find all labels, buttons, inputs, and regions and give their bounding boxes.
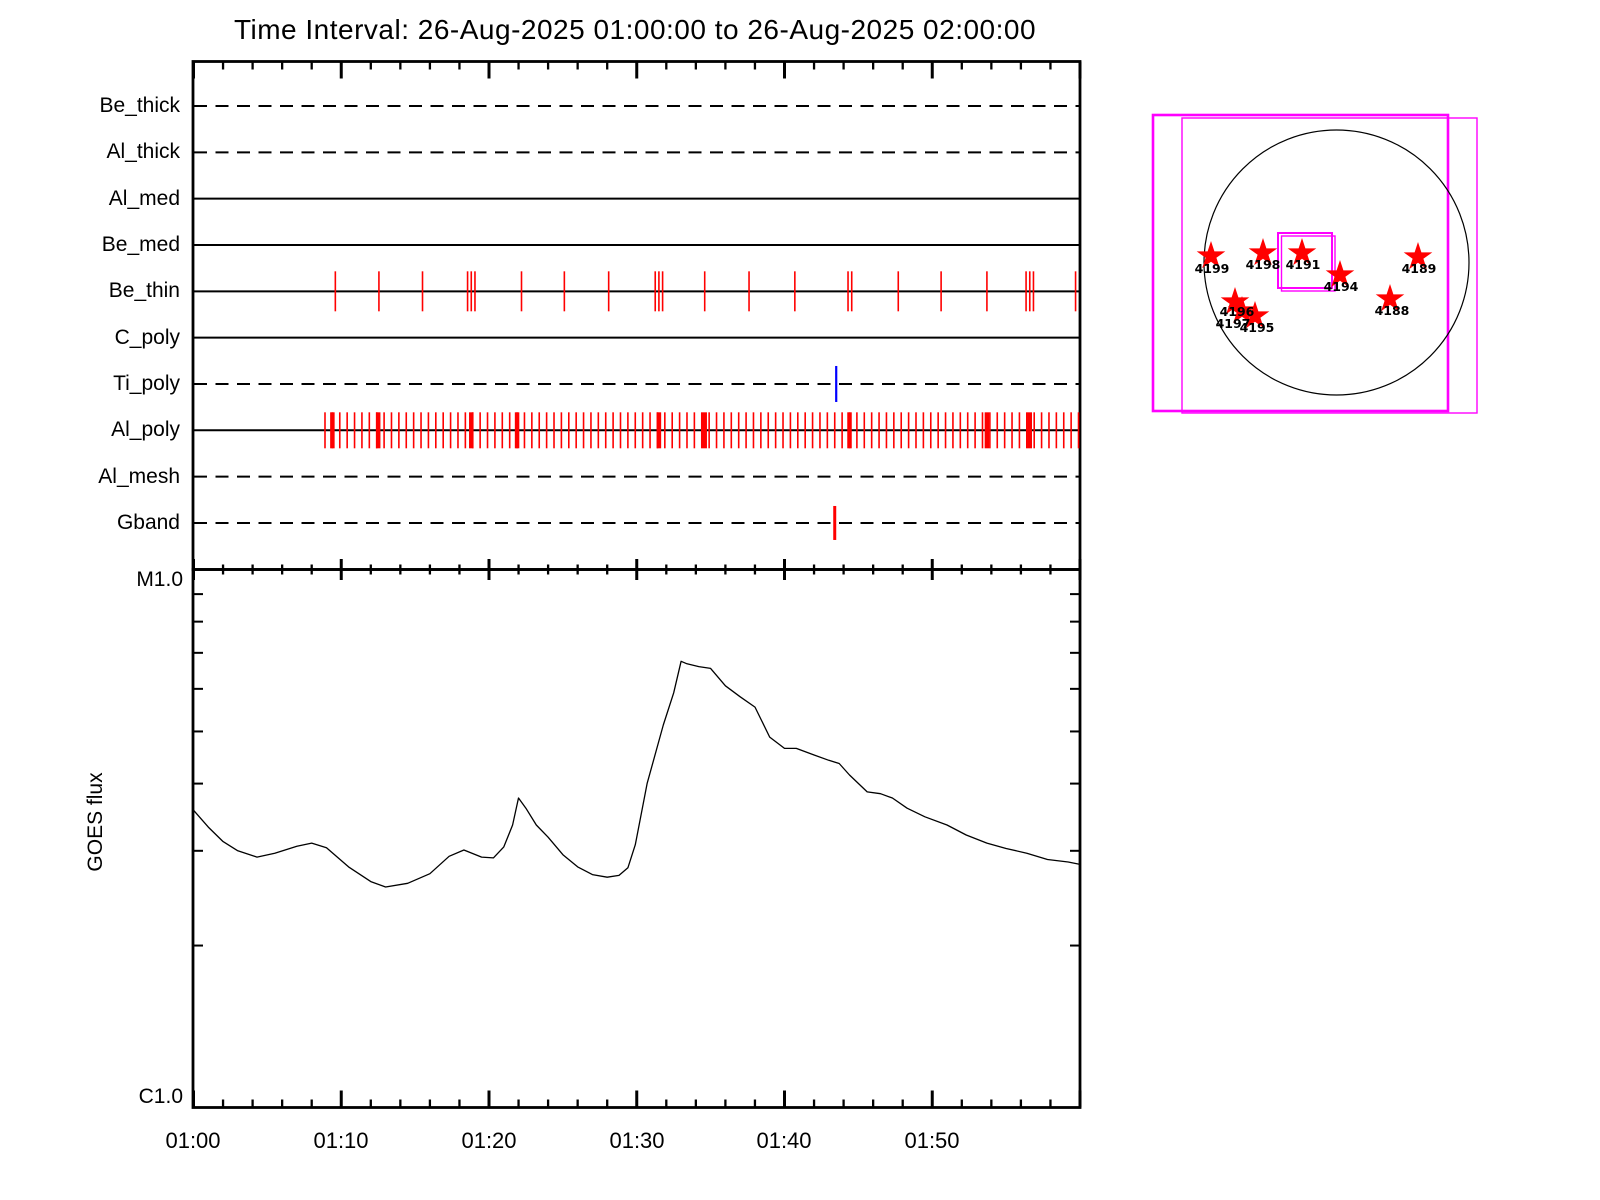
active-region-label-4198: 4198 (1246, 257, 1281, 272)
xtick-0100: 01:00 (165, 1128, 221, 1153)
active-region-star-4189 (1403, 242, 1433, 270)
goes-ybottom-label: C1.0 (138, 1085, 183, 1108)
page-title: Time Interval: 26-Aug-2025 01:00:00 to 2… (233, 14, 1037, 45)
active-region-label-4189: 4189 (1402, 261, 1437, 276)
filter-label-be-thick: Be_thick (99, 94, 180, 117)
active-region-star-4196 (1220, 287, 1250, 315)
active-region-star-4191 (1287, 238, 1317, 266)
filter-label-al-med: Al_med (108, 187, 180, 210)
xtick-0120: 01:20 (461, 1128, 517, 1153)
active-region-label-4195: 4195 (1240, 320, 1275, 335)
active-region-label-4191: 4191 (1286, 257, 1321, 272)
filter-label-al-thick: Al_thick (106, 140, 180, 163)
fov-rect-0 (1151, 113, 1450, 413)
active-region-label-4199: 4199 (1195, 261, 1230, 276)
fov-rect-2 (1277, 232, 1333, 289)
solar-limb-circle (1203, 129, 1470, 396)
fov-rect-1 (1181, 117, 1478, 414)
filter-label-c-poly: C_poly (114, 326, 180, 349)
active-region-label-4197: 4197 (1216, 316, 1251, 331)
active-region-label-4188: 4188 (1375, 303, 1410, 318)
goes-flux-curve (193, 660, 1081, 888)
active-region-label-4196: 4196 (1220, 304, 1255, 319)
goes-ytop-label: M1.0 (136, 568, 183, 591)
filter-label-be-med: Be_med (101, 233, 180, 256)
filter-label-al-mesh: Al_mesh (98, 465, 180, 488)
filter-label-ti-poly: Ti_poly (113, 372, 180, 395)
active-region-star-4188 (1375, 284, 1405, 312)
xtick-0110: 01:10 (313, 1128, 369, 1153)
active-region-star-4197 (1227, 296, 1257, 324)
active-region-star-4198 (1248, 238, 1278, 266)
active-region-star-4199 (1196, 241, 1226, 269)
filter-label-al-poly: Al_poly (111, 418, 180, 441)
timeline-panel-frame (191, 60, 1082, 571)
fov-rect-3 (1280, 235, 1336, 292)
goes-axis-title: GOES flux (84, 772, 107, 872)
active-region-star-4195 (1240, 301, 1270, 329)
xtick-0150: 01:50 (904, 1128, 960, 1153)
xtick-0140: 01:40 (756, 1128, 812, 1153)
active-region-star-4194 (1325, 260, 1355, 288)
xtick-0130: 01:30 (609, 1128, 665, 1153)
filter-label-gband: Gband (116, 511, 180, 534)
active-region-label-4194: 4194 (1324, 279, 1359, 294)
filter-label-be-thin: Be_thin (108, 279, 180, 302)
